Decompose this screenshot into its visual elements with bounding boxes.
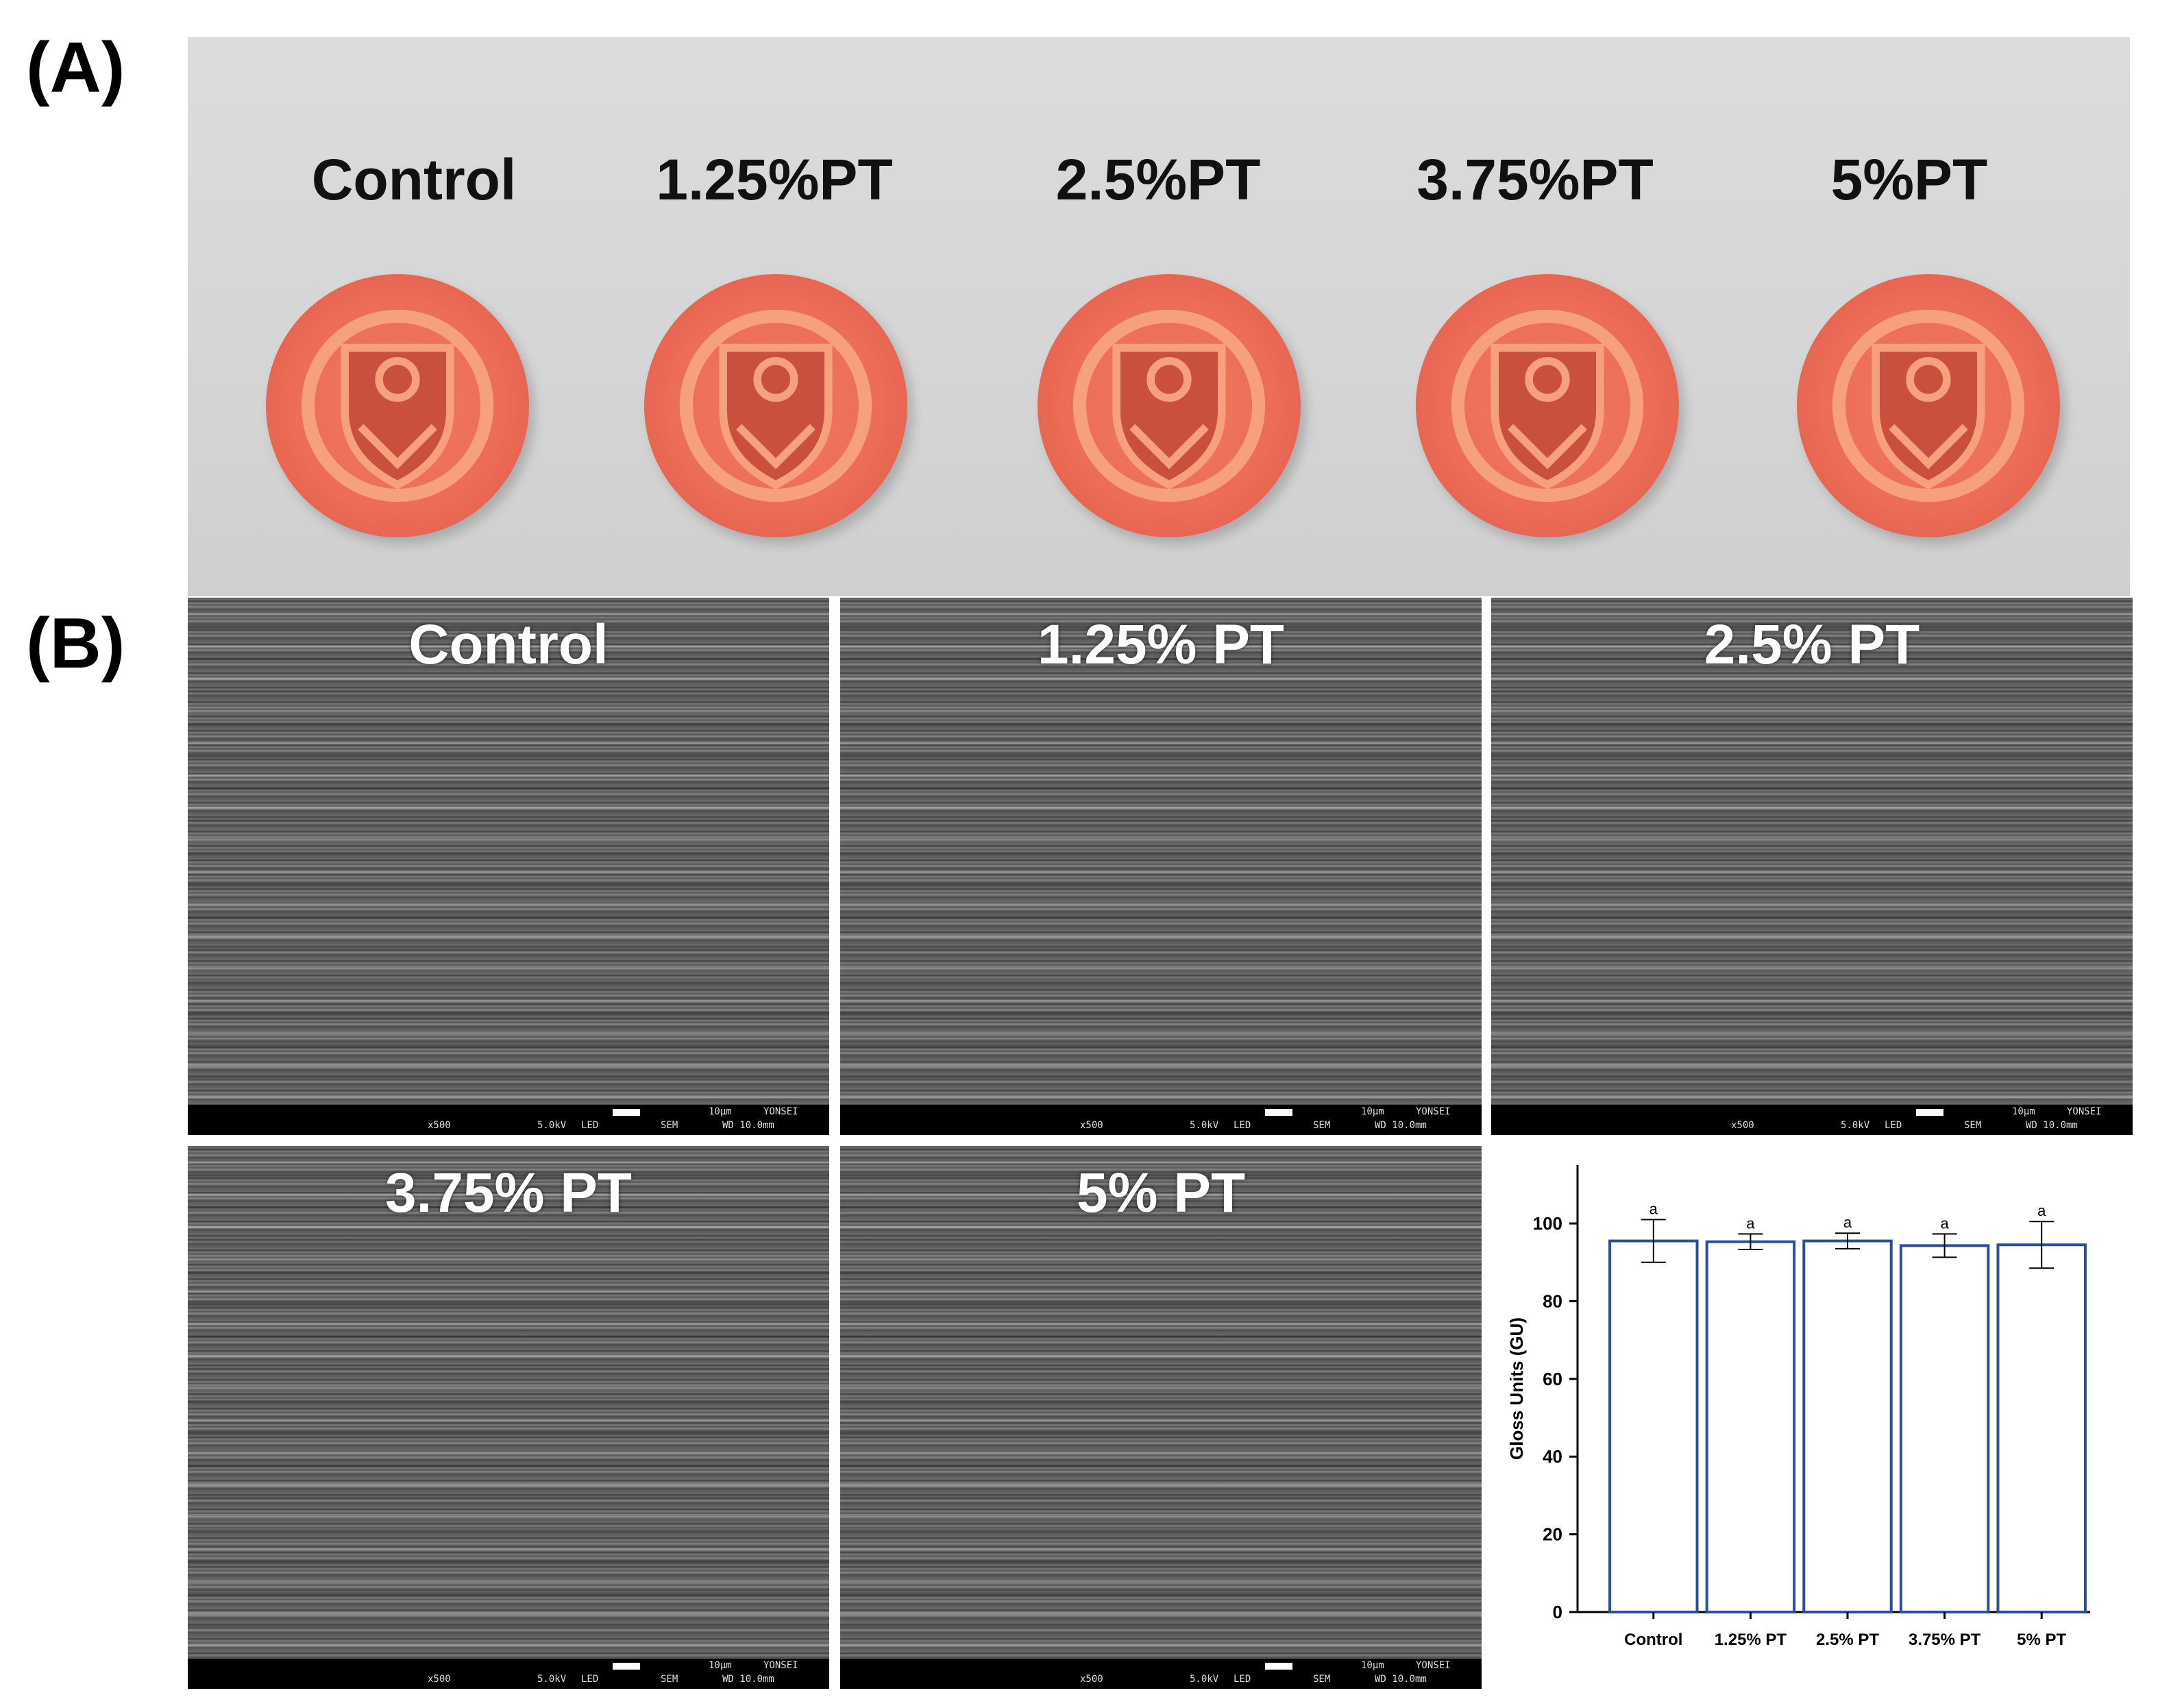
- y-axis-label: Gloss Units (GU): [1506, 1317, 1527, 1460]
- sem-det-text: LED: [1234, 1120, 1251, 1131]
- sem-title-1-25: 1.25% PT: [1037, 613, 1285, 676]
- sem-mag-text: x500: [428, 1674, 451, 1685]
- sem-scale-text: 10µm: [2012, 1106, 2035, 1117]
- sample-label-1-25: 1.25%PT: [656, 147, 893, 212]
- sem-infobar: 10µm YONSEI x500 5.0kV LED SEM WD 10.0mm: [188, 1105, 829, 1135]
- sem-kv-text: 5.0kV: [1190, 1674, 1219, 1685]
- x-tick-label: 1.25% PT: [1715, 1631, 1787, 1649]
- panel-b-label: (B): [26, 604, 125, 683]
- sem-scale-text: 10µm: [709, 1106, 732, 1117]
- sem-site-text: YONSEI: [763, 1106, 798, 1117]
- shield-emblem-icon: [1451, 309, 1644, 502]
- sample-disc-control: [266, 274, 529, 537]
- bar: [1608, 1239, 1699, 1613]
- sem-site-text: YONSEI: [1416, 1660, 1451, 1671]
- sem-mode-text: SEM: [1964, 1120, 1982, 1131]
- significance-letter: a: [1843, 1214, 1852, 1231]
- y-tick-label: 20: [1543, 1524, 1562, 1545]
- bar: [1996, 1243, 2087, 1614]
- y-tick-label: 80: [1543, 1291, 1562, 1311]
- sem-title-2-5: 2.5% PT: [1704, 613, 1920, 676]
- sem-mag-text: x500: [428, 1120, 451, 1131]
- shield-emblem-icon: [301, 309, 494, 502]
- sem-image-3-75: 3.75% PT 10µm YONSEI x500 5.0kV LED SEM …: [188, 1146, 829, 1689]
- shield-emblem-icon: [1072, 309, 1266, 502]
- sem-det-text: LED: [581, 1120, 599, 1131]
- shield-emblem-icon: [679, 309, 872, 502]
- sample-disc-2-5: [1038, 274, 1301, 537]
- sem-title-5: 5% PT: [1076, 1162, 1246, 1224]
- sem-image-5: 5% PT 10µm YONSEI x500 5.0kV LED SEM WD …: [840, 1146, 1482, 1689]
- shield-emblem-icon: [1832, 309, 2025, 502]
- sem-mode-text: SEM: [661, 1120, 678, 1131]
- sem-image-control: Control 10µm YONSEI x500 5.0kV LED SEM W…: [188, 598, 829, 1135]
- sem-kv-text: 5.0kV: [1841, 1120, 1870, 1131]
- x-tick-label: 5% PT: [2017, 1631, 2066, 1649]
- sem-infobar: 10µm YONSEI x500 5.0kV LED SEM WD 10.0mm: [1491, 1105, 2133, 1135]
- sem-site-text: YONSEI: [2067, 1106, 2102, 1117]
- sem-wd-text: WD 10.0mm: [722, 1674, 774, 1685]
- sem-kv-text: 5.0kV: [537, 1120, 567, 1131]
- sem-infobar: 10µm YONSEI x500 5.0kV LED SEM WD 10.0mm: [188, 1659, 829, 1689]
- sem-wd-text: WD 10.0mm: [1375, 1120, 1427, 1131]
- sem-kv-text: 5.0kV: [537, 1674, 567, 1685]
- sem-wd-text: WD 10.0mm: [2026, 1120, 2078, 1131]
- sample-disc-5: [1797, 274, 2060, 537]
- x-tick-label: Control: [1624, 1631, 1682, 1649]
- bar: [1802, 1239, 1893, 1613]
- sem-infobar: 10µm YONSEI x500 5.0kV LED SEM WD 10.0mm: [840, 1105, 1482, 1135]
- y-tick-label: 0: [1553, 1602, 1562, 1622]
- sem-mag-text: x500: [1731, 1120, 1754, 1131]
- sem-wd-text: WD 10.0mm: [1375, 1674, 1427, 1685]
- sample-label-2-5: 2.5%PT: [1055, 147, 1261, 212]
- sample-disc-1-25: [644, 274, 907, 537]
- sem-site-text: YONSEI: [763, 1660, 798, 1671]
- sample-label-control: Control: [311, 147, 517, 212]
- significance-letter: a: [1746, 1215, 1755, 1232]
- sem-kv-text: 5.0kV: [1190, 1120, 1219, 1131]
- sem-det-text: LED: [581, 1674, 599, 1685]
- y-tick-label: 40: [1543, 1446, 1562, 1467]
- sem-title-3-75: 3.75% PT: [384, 1162, 633, 1224]
- sem-scale-text: 10µm: [1361, 1660, 1384, 1671]
- sem-image-1-25: 1.25% PT 10µm YONSEI x500 5.0kV LED SEM …: [840, 598, 1482, 1135]
- significance-letter: a: [1940, 1215, 1949, 1232]
- sem-title-control: Control: [408, 613, 609, 676]
- gloss-bar-chart: 0 20 40 60 80 100 Gloss Units (GU) a Control a 1.2…: [1506, 1165, 2090, 1649]
- significance-letter: a: [2037, 1202, 2046, 1219]
- sample-photo: Control 1.25%PT 2.5%PT 3.75%PT 5%PT: [188, 37, 2130, 596]
- x-tick-label: 3.75% PT: [1909, 1631, 1981, 1649]
- x-tick-label: 2.5% PT: [1816, 1631, 1879, 1649]
- bar: [1899, 1244, 1990, 1614]
- sem-det-text: LED: [1885, 1120, 1902, 1131]
- sem-mag-text: x500: [1080, 1120, 1103, 1131]
- significance-letter: a: [1649, 1200, 1658, 1217]
- y-tick-label: 60: [1543, 1369, 1562, 1389]
- sample-disc-3-75: [1416, 274, 1679, 537]
- sem-wd-text: WD 10.0mm: [722, 1120, 774, 1131]
- sample-label-5: 5%PT: [1830, 147, 1988, 212]
- sem-mode-text: SEM: [1313, 1674, 1331, 1685]
- y-tick-label: 100: [1533, 1213, 1562, 1234]
- bar: [1705, 1240, 1796, 1613]
- sample-label-3-75: 3.75%PT: [1416, 147, 1654, 212]
- sem-site-text: YONSEI: [1416, 1106, 1451, 1117]
- panel-a-label: (A): [26, 28, 125, 108]
- sem-scale-text: 10µm: [1361, 1106, 1384, 1117]
- sem-det-text: LED: [1234, 1674, 1251, 1685]
- sem-mode-text: SEM: [661, 1674, 678, 1685]
- sem-mag-text: x500: [1080, 1674, 1103, 1685]
- sem-infobar: 10µm YONSEI x500 5.0kV LED SEM WD 10.0mm: [840, 1659, 1482, 1689]
- sem-mode-text: SEM: [1313, 1120, 1331, 1131]
- sem-scale-text: 10µm: [709, 1660, 732, 1671]
- sem-image-2-5: 2.5% PT 10µm YONSEI x500 5.0kV LED SEM W…: [1491, 598, 2133, 1135]
